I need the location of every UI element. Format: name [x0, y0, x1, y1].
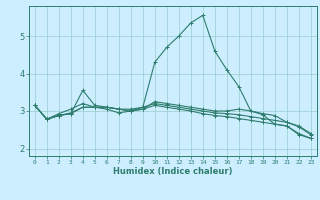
X-axis label: Humidex (Indice chaleur): Humidex (Indice chaleur): [113, 167, 233, 176]
